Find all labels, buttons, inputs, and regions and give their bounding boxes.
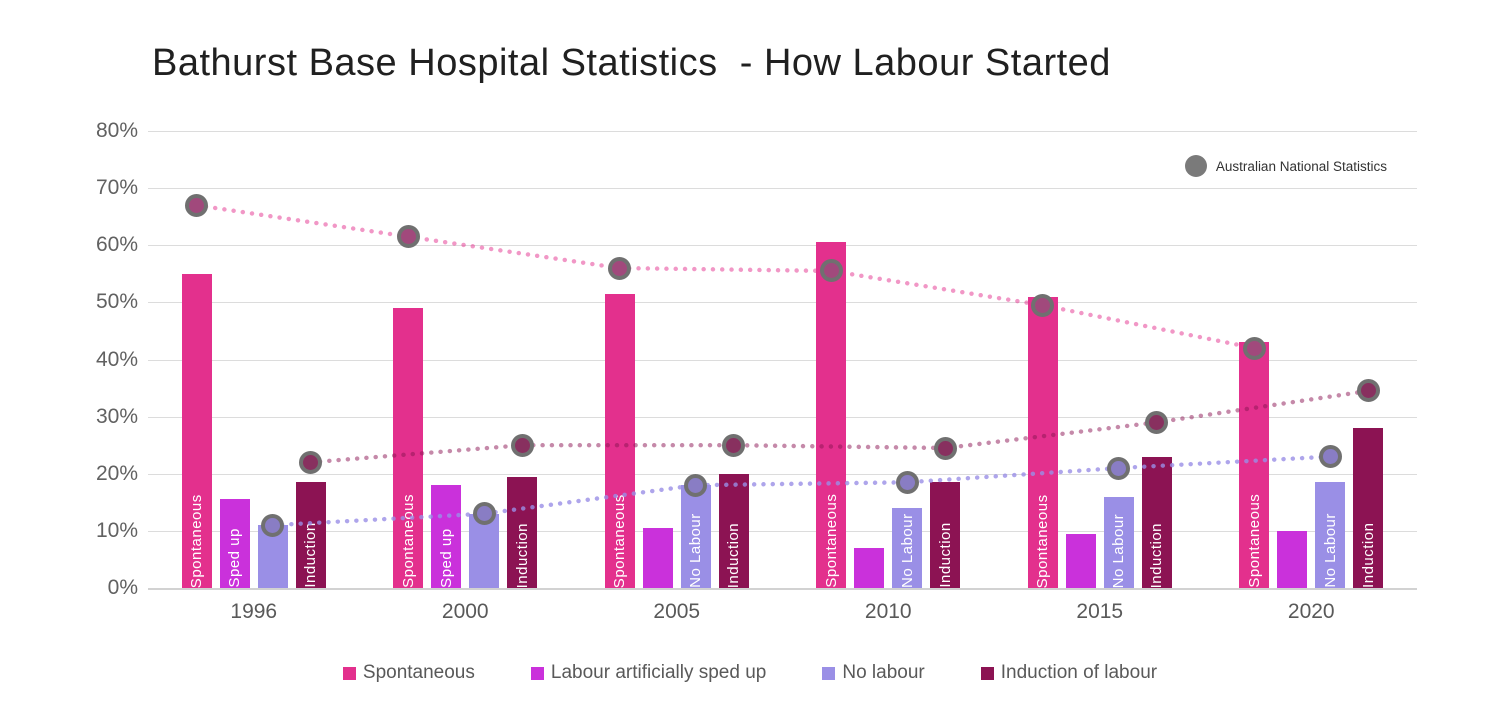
national-legend-circle-icon — [1184, 155, 1207, 177]
x-axis-label-2000: 2000 — [441, 600, 489, 623]
national-marker-spontaneous-2000 — [396, 225, 420, 249]
bar-spontaneous-2020: Spontaneous — [1239, 342, 1270, 588]
legend-swatch-icon — [342, 666, 356, 680]
national-marker-spontaneous-2020 — [1242, 336, 1266, 360]
national-marker-no-labour-2015 — [1107, 456, 1131, 480]
gridline-60pct — [148, 245, 1417, 247]
gridline-20pct — [148, 473, 1417, 475]
national-marker-no-labour-2020 — [1318, 445, 1342, 469]
bar-induction-of-labour-1996: Induction — [295, 482, 326, 588]
national-marker-spontaneous-2015 — [1031, 293, 1055, 317]
legend-swatch-icon — [980, 666, 994, 680]
bar-induction-of-labour-2005: Induction — [718, 473, 749, 588]
bar-spontaneous-2005: Spontaneous — [604, 293, 635, 588]
gridline-30pct — [148, 416, 1417, 418]
bar-induction-of-labour-2015: Induction — [1141, 456, 1172, 588]
bar-induction-of-labour-2000: Induction — [507, 476, 538, 588]
bar-labour-artificially-sped-up-2000: Sped up — [431, 485, 462, 588]
y-axis-label-80: 80% — [95, 119, 138, 142]
chart-title: Bathurst Base Hospital Statistics - How … — [152, 42, 1111, 84]
bar-no-labour-2005: No Labour — [680, 485, 711, 588]
legend-label: No labour — [842, 662, 925, 683]
national-lines-layer — [194, 203, 1371, 528]
y-axis-label-10: 10% — [95, 518, 138, 542]
y-axis-label-50: 50% — [95, 290, 138, 314]
legend-swatch-icon — [822, 666, 836, 680]
gridline-50pct — [148, 302, 1417, 304]
national-marker-no-labour-1996 — [261, 513, 285, 537]
national-marker-no-labour-2010 — [895, 470, 919, 494]
gridline-70pct — [148, 188, 1417, 190]
gridline-0pct — [148, 588, 1417, 590]
y-axis-label-40: 40% — [95, 347, 138, 371]
gridline-80pct — [148, 131, 1417, 132]
national-marker-spontaneous-2010 — [819, 259, 843, 283]
legend-item-induction-of-labour: Induction of labour — [980, 662, 1158, 684]
legend-item-no-labour: No labour — [822, 662, 925, 684]
national-marker-induction-of-labour-1996 — [299, 450, 323, 474]
national-line-no-labour — [270, 454, 1333, 528]
x-axis-label-1996: 1996 — [230, 600, 278, 623]
bar-spontaneous-2010: Spontaneous — [816, 242, 847, 588]
x-axis-label-2010: 2010 — [864, 600, 912, 623]
x-axis-label-2015: 2015 — [1076, 600, 1124, 623]
bar-no-labour-2010: No Labour — [892, 508, 923, 588]
national-legend-label: Australian National Statistics — [1215, 158, 1387, 174]
bar-spontaneous-2000: Spontaneous — [393, 308, 424, 588]
national-marker-no-labour-2005 — [684, 473, 708, 497]
national-marker-induction-of-labour-2005 — [722, 433, 746, 457]
bar-induction-of-labour-2020: Induction — [1353, 428, 1384, 588]
bar-labour-artificially-sped-up-1996: Sped up — [219, 499, 250, 588]
national-line-induction-of-labour — [308, 388, 1371, 465]
legend-label: Spontaneous — [362, 662, 475, 683]
x-axis-label-2005: 2005 — [653, 600, 701, 623]
legend-label: Induction of labour — [1000, 662, 1158, 683]
series-legend: Spontaneous Labour artificially sped up No… — [0, 662, 1500, 684]
gridline-40pct — [148, 359, 1417, 361]
national-marker-no-labour-2000 — [472, 502, 496, 526]
bar-labour-artificially-sped-up-2015 — [1065, 533, 1096, 588]
gridline-10pct — [148, 530, 1417, 532]
bar-spontaneous-2015: Spontaneous — [1027, 296, 1058, 588]
legend-label: Labour artificially sped up — [550, 662, 767, 683]
bar-labour-artificially-sped-up-2010 — [854, 548, 885, 588]
national-marker-spontaneous-1996 — [185, 193, 209, 217]
national-marker-induction-of-labour-2020 — [1356, 379, 1380, 403]
bar-no-labour-2000 — [469, 513, 500, 588]
x-axis-label-2020: 2020 — [1287, 600, 1335, 623]
national-marker-spontaneous-2005 — [608, 256, 632, 280]
bar-labour-artificially-sped-up-2020 — [1277, 530, 1308, 588]
y-axis-label-20: 20% — [95, 461, 138, 485]
legend-swatch-icon — [530, 666, 544, 680]
national-line-spontaneous — [194, 203, 1257, 351]
y-axis-label-60: 60% — [95, 233, 138, 257]
bar-no-labour-2015: No Labour — [1103, 496, 1134, 588]
bar-no-labour-2020: No Labour — [1315, 482, 1346, 588]
legend-item-labour-artificially-sped-up: Labour artificially sped up — [530, 662, 767, 684]
national-marker-induction-of-labour-2000 — [510, 433, 534, 457]
national-legend: Australian National Statistics — [1184, 155, 1387, 177]
y-axis-label-30: 30% — [95, 404, 138, 428]
y-axis-label-70: 70% — [95, 176, 138, 200]
bar-spontaneous-1996: Spontaneous — [181, 273, 212, 588]
plot-area: Spontaneous Spontaneous Spontaneous Spontan… — [148, 131, 1417, 590]
national-marker-induction-of-labour-2015 — [1145, 410, 1169, 434]
legend-item-spontaneous: Spontaneous — [342, 662, 475, 684]
bar-labour-artificially-sped-up-2005 — [642, 528, 673, 588]
national-marker-induction-of-labour-2010 — [933, 436, 957, 460]
y-axis-label-0: 0% — [107, 576, 138, 599]
bar-induction-of-labour-2010: Induction — [930, 482, 961, 588]
